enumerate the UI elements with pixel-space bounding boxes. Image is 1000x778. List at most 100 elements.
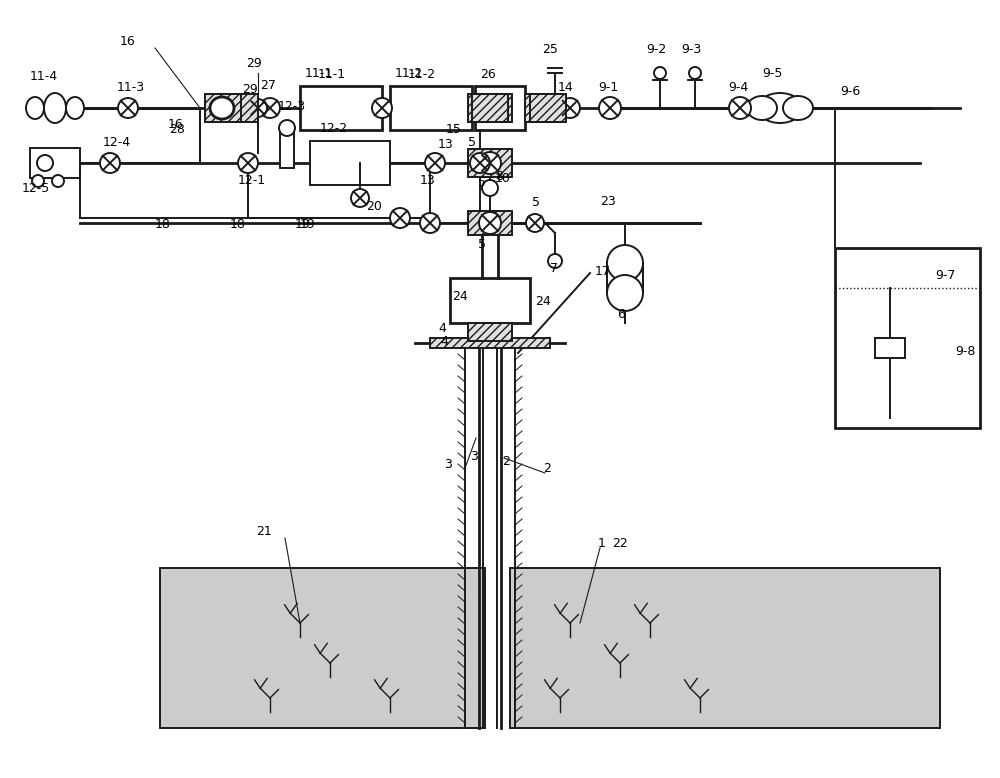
Bar xyxy=(218,94,258,122)
Bar xyxy=(310,141,390,185)
Text: 5: 5 xyxy=(478,176,486,189)
Bar xyxy=(510,568,940,728)
Text: 7: 7 xyxy=(550,262,558,275)
Bar xyxy=(160,568,485,728)
Ellipse shape xyxy=(66,97,84,119)
Circle shape xyxy=(279,120,295,136)
Circle shape xyxy=(607,245,643,281)
Bar xyxy=(30,148,80,178)
Bar xyxy=(875,338,905,358)
Text: 9-8: 9-8 xyxy=(955,345,975,358)
Circle shape xyxy=(372,98,392,118)
Bar xyxy=(607,263,643,293)
Text: 12-2: 12-2 xyxy=(320,122,348,135)
Text: 3: 3 xyxy=(444,458,452,471)
Text: 12-1: 12-1 xyxy=(238,174,266,187)
Bar xyxy=(430,338,550,348)
Circle shape xyxy=(118,98,138,118)
Ellipse shape xyxy=(44,93,66,123)
Circle shape xyxy=(100,153,120,173)
Text: 3: 3 xyxy=(470,450,478,463)
Text: 13: 13 xyxy=(420,174,436,187)
Text: 5: 5 xyxy=(468,136,476,149)
Text: 12-5: 12-5 xyxy=(22,182,50,195)
Text: 18: 18 xyxy=(230,218,246,231)
Text: 6: 6 xyxy=(617,308,625,321)
Circle shape xyxy=(689,67,701,79)
Text: 15: 15 xyxy=(446,123,462,136)
Text: 19: 19 xyxy=(295,218,311,231)
Text: 2: 2 xyxy=(502,455,510,468)
Text: 29: 29 xyxy=(246,57,262,70)
Text: 9-4: 9-4 xyxy=(728,81,748,94)
Bar xyxy=(468,94,512,122)
Circle shape xyxy=(729,97,751,119)
Text: 12-4: 12-4 xyxy=(103,136,131,149)
Text: 12-3: 12-3 xyxy=(278,100,306,113)
Circle shape xyxy=(420,213,440,233)
Circle shape xyxy=(599,97,621,119)
Text: 9-5: 9-5 xyxy=(762,67,782,80)
Ellipse shape xyxy=(783,96,813,120)
Circle shape xyxy=(238,153,258,173)
Text: 5: 5 xyxy=(478,238,486,251)
Text: 4: 4 xyxy=(438,322,446,335)
Text: 1: 1 xyxy=(598,537,606,550)
Text: 20: 20 xyxy=(366,200,382,213)
Text: 11-4: 11-4 xyxy=(30,70,58,83)
Text: 24: 24 xyxy=(452,290,468,303)
Ellipse shape xyxy=(26,97,44,119)
Bar xyxy=(468,149,512,177)
Bar xyxy=(530,94,566,122)
Circle shape xyxy=(249,99,267,117)
Text: 11-1: 11-1 xyxy=(305,67,333,80)
Circle shape xyxy=(351,189,369,207)
Circle shape xyxy=(425,153,445,173)
Text: 11-1: 11-1 xyxy=(318,68,346,81)
Ellipse shape xyxy=(747,96,777,120)
Bar xyxy=(468,211,512,235)
Circle shape xyxy=(479,212,501,234)
Text: 11-2: 11-2 xyxy=(395,67,423,80)
Text: 2: 2 xyxy=(543,462,551,475)
Circle shape xyxy=(548,254,562,268)
Text: 24: 24 xyxy=(535,295,551,308)
Text: 10: 10 xyxy=(495,172,511,185)
Circle shape xyxy=(32,175,44,187)
Circle shape xyxy=(52,175,64,187)
Text: 9-7: 9-7 xyxy=(935,269,955,282)
Ellipse shape xyxy=(758,93,802,123)
Text: 19: 19 xyxy=(300,218,316,231)
Text: 13: 13 xyxy=(438,138,454,151)
Circle shape xyxy=(526,214,544,232)
Circle shape xyxy=(654,67,666,79)
Text: 8: 8 xyxy=(495,170,503,183)
Text: 9-1: 9-1 xyxy=(598,81,618,94)
Text: 9-3: 9-3 xyxy=(681,43,701,56)
Text: 11-3: 11-3 xyxy=(117,81,145,94)
Text: 29: 29 xyxy=(242,83,258,96)
Text: 4: 4 xyxy=(440,335,448,348)
Circle shape xyxy=(607,275,643,311)
Text: 23: 23 xyxy=(600,195,616,208)
Bar xyxy=(472,94,508,122)
Circle shape xyxy=(482,180,498,196)
Text: 11-2: 11-2 xyxy=(408,68,436,81)
Text: 16: 16 xyxy=(167,118,183,131)
Circle shape xyxy=(390,208,410,228)
Circle shape xyxy=(560,98,580,118)
Text: 5: 5 xyxy=(532,196,540,209)
Circle shape xyxy=(470,153,490,173)
Bar xyxy=(475,86,525,130)
Ellipse shape xyxy=(210,97,234,119)
Circle shape xyxy=(260,98,280,118)
Text: 14: 14 xyxy=(558,81,574,94)
Bar xyxy=(205,94,241,122)
Text: 9-6: 9-6 xyxy=(840,85,860,98)
Circle shape xyxy=(479,152,501,174)
Bar xyxy=(390,86,472,130)
Bar xyxy=(835,248,980,428)
Bar xyxy=(280,128,294,168)
Bar xyxy=(468,323,512,341)
Text: 25: 25 xyxy=(542,43,558,56)
